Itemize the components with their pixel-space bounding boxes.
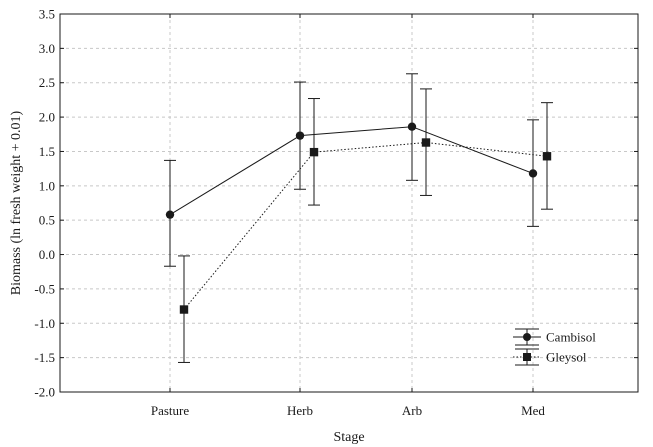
data-point-cambisol (528, 169, 538, 178)
y-tick-label: -0.5 (34, 281, 55, 296)
y-tick-label: 3.5 (39, 7, 55, 22)
y-tick-label: -1.0 (34, 316, 55, 331)
series-line-cambisol (169, 126, 534, 216)
legend-item-cambisol: Cambisol (513, 328, 596, 346)
y-tick-label: 2.0 (39, 110, 55, 125)
data-point-gleysol (179, 305, 189, 314)
legend-label-cambisol: Cambisol (546, 330, 596, 345)
series-gleysol (178, 88, 553, 363)
series-cambisol (164, 73, 539, 267)
x-tick-label-med: Med (521, 403, 545, 418)
series-layer (164, 73, 553, 363)
y-tick-label: -1.5 (34, 350, 55, 365)
y-tick-label: 0.0 (39, 247, 55, 262)
x-tick-label-arb: Arb (402, 403, 422, 418)
x-tick-label-pasture: Pasture (151, 403, 190, 418)
data-point-gleysol (542, 152, 552, 161)
data-point-cambisol (407, 122, 417, 131)
data-point-cambisol (165, 210, 175, 219)
x-axis-label: Stage (333, 430, 364, 445)
data-point-cambisol (295, 131, 305, 140)
y-tick-label: 3.0 (39, 41, 55, 56)
legend-item-gleysol: Gleysol (513, 348, 587, 366)
grid-lines (60, 14, 638, 392)
y-axis-label: Biomass (ln fresh weight + 0.01) (9, 110, 24, 295)
axis-ticks: 3.5 3.0 2.5 2.0 1.5 1.0 0.5 0.0 -0.5 -1.0 -1.5 -2.0… (34, 7, 638, 418)
legend-marker-cambisol (523, 333, 531, 341)
series-line-gleysol (183, 142, 548, 310)
y-tick-label: 0.5 (39, 213, 55, 228)
y-tick-label: 1.0 (39, 178, 55, 193)
legend: Cambisol Gleysol (513, 328, 596, 366)
data-point-gleysol (309, 147, 319, 157)
y-tick-label: 1.5 (39, 144, 55, 159)
data-point-gleysol (421, 138, 431, 147)
legend-label-gleysol: Gleysol (546, 350, 587, 365)
y-tick-label: 2.5 (39, 75, 55, 90)
x-tick-label-herb: Herb (287, 403, 313, 418)
legend-marker-gleysol (523, 353, 531, 361)
y-tick-label: -2.0 (34, 385, 55, 400)
plot-frame (59, 13, 639, 393)
